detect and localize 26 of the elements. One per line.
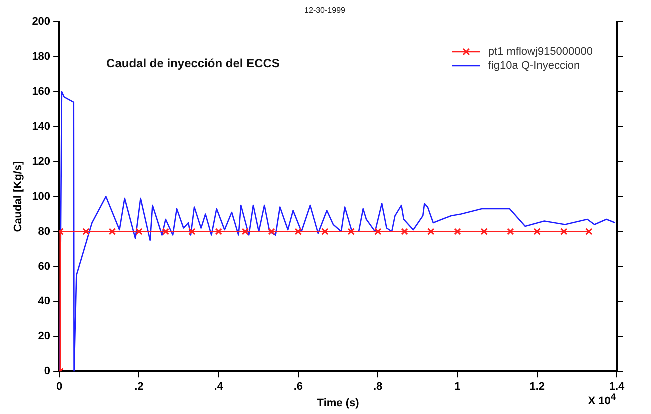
y-tick-label: 160 (32, 86, 51, 98)
y-axis-title: Caudal [Kg/s] (12, 161, 25, 232)
x-tick-label: .2 (134, 381, 144, 394)
y-tick-label: 40 (38, 296, 51, 308)
x-tick-label: 1.2 (530, 381, 546, 394)
text: X 10$^{4}$ (588, 392, 616, 408)
y-tick-label: 20 (38, 330, 51, 343)
y-tick-label: 180 (32, 50, 51, 63)
y-tick-label: 140 (32, 120, 51, 133)
x-axis-title: Time (s) (317, 397, 360, 410)
legend-label: pt1 mflowj915000000 (488, 46, 594, 58)
x-tick-label: 1 (454, 381, 461, 394)
x-tick-label: .6 (294, 381, 304, 394)
y-tick-label: 60 (38, 260, 51, 273)
text: Caudal de inyección del ECCS (106, 56, 280, 70)
y-tick-label: 200 (32, 16, 51, 28)
y-tick-label: 120 (32, 156, 51, 168)
y-tick-label: 0 (44, 366, 51, 378)
y-tick-label: 100 (32, 190, 51, 203)
x-tick-label: .8 (374, 381, 383, 394)
y-tick-label: 80 (38, 226, 51, 238)
legend-label: fig10a Q-Inyeccion (488, 60, 580, 72)
text: 12-30-1999 (304, 6, 346, 15)
x-tick-label: 1.4 (609, 381, 626, 394)
x-tick-label: 0 (56, 381, 63, 394)
x-tick-label: .4 (214, 381, 224, 394)
